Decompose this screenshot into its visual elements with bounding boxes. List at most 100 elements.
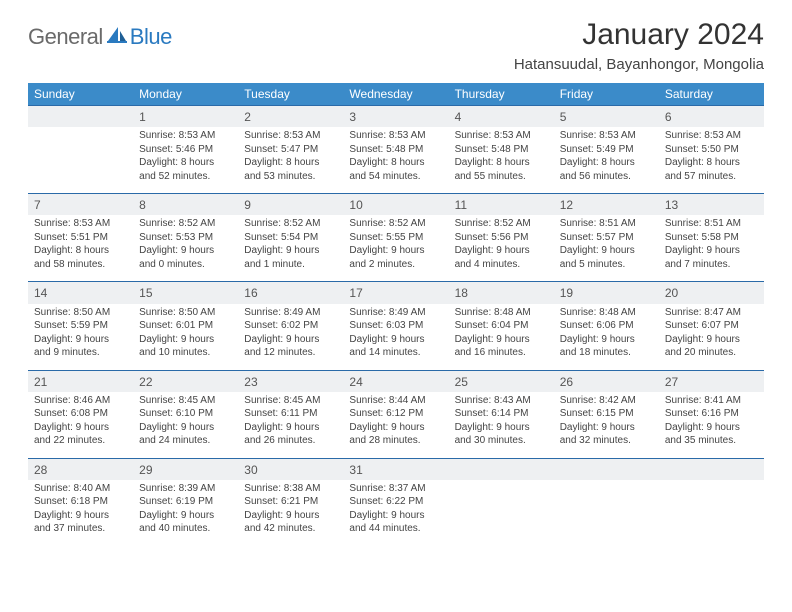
- day-cell: Sunrise: 8:48 AMSunset: 6:06 PMDaylight:…: [554, 304, 659, 371]
- daylight-text-1: Daylight: 9 hours: [34, 333, 127, 347]
- daylight-text-2: and 53 minutes.: [244, 170, 337, 184]
- daylight-text-2: and 10 minutes.: [139, 346, 232, 360]
- sunset-text: Sunset: 5:56 PM: [455, 231, 548, 245]
- daylight-text-1: Daylight: 8 hours: [560, 156, 653, 170]
- brand-sail-icon: [107, 26, 127, 49]
- day-cell: Sunrise: 8:45 AMSunset: 6:11 PMDaylight:…: [238, 392, 343, 459]
- day-number: [659, 458, 764, 480]
- day-cell: Sunrise: 8:39 AMSunset: 6:19 PMDaylight:…: [133, 480, 238, 546]
- day-cell: Sunrise: 8:53 AMSunset: 5:49 PMDaylight:…: [554, 127, 659, 194]
- sunrise-text: Sunrise: 8:43 AM: [455, 394, 548, 408]
- sunset-text: Sunset: 5:49 PM: [560, 143, 653, 157]
- day-number: 20: [659, 282, 764, 304]
- day-cell: Sunrise: 8:53 AMSunset: 5:50 PMDaylight:…: [659, 127, 764, 194]
- weekday-header-row: Sunday Monday Tuesday Wednesday Thursday…: [28, 83, 764, 106]
- col-wednesday: Wednesday: [343, 83, 448, 106]
- daylight-text-1: Daylight: 9 hours: [455, 244, 548, 258]
- day-cell: Sunrise: 8:50 AMSunset: 5:59 PMDaylight:…: [28, 304, 133, 371]
- daylight-text-1: Daylight: 9 hours: [349, 244, 442, 258]
- daylight-text-2: and 1 minute.: [244, 258, 337, 272]
- daylight-text-2: and 57 minutes.: [665, 170, 758, 184]
- sunset-text: Sunset: 6:04 PM: [455, 319, 548, 333]
- day-cell: [554, 480, 659, 546]
- day-number: 23: [238, 370, 343, 392]
- day-number: 7: [28, 194, 133, 216]
- daylight-text-2: and 22 minutes.: [34, 434, 127, 448]
- sunset-text: Sunset: 5:48 PM: [455, 143, 548, 157]
- daylight-text-2: and 28 minutes.: [349, 434, 442, 448]
- daylight-text-1: Daylight: 9 hours: [349, 421, 442, 435]
- col-saturday: Saturday: [659, 83, 764, 106]
- sunset-text: Sunset: 6:02 PM: [244, 319, 337, 333]
- day-number: [554, 458, 659, 480]
- day-cell: Sunrise: 8:45 AMSunset: 6:10 PMDaylight:…: [133, 392, 238, 459]
- daylight-text-2: and 35 minutes.: [665, 434, 758, 448]
- day-number: 22: [133, 370, 238, 392]
- sunrise-text: Sunrise: 8:45 AM: [139, 394, 232, 408]
- col-sunday: Sunday: [28, 83, 133, 106]
- daylight-text-2: and 4 minutes.: [455, 258, 548, 272]
- col-friday: Friday: [554, 83, 659, 106]
- title-block: January 2024 Hatansuudal, Bayanhongor, M…: [514, 18, 764, 73]
- daynum-row: 28293031: [28, 458, 764, 480]
- brand-logo: General Blue: [28, 24, 172, 50]
- day-cell: Sunrise: 8:49 AMSunset: 6:03 PMDaylight:…: [343, 304, 448, 371]
- daylight-text-1: Daylight: 9 hours: [34, 421, 127, 435]
- sunrise-text: Sunrise: 8:52 AM: [139, 217, 232, 231]
- daylight-text-2: and 18 minutes.: [560, 346, 653, 360]
- daylight-text-1: Daylight: 8 hours: [665, 156, 758, 170]
- detail-row: Sunrise: 8:50 AMSunset: 5:59 PMDaylight:…: [28, 304, 764, 371]
- sunrise-text: Sunrise: 8:49 AM: [244, 306, 337, 320]
- sunrise-text: Sunrise: 8:53 AM: [349, 129, 442, 143]
- sunrise-text: Sunrise: 8:38 AM: [244, 482, 337, 496]
- daylight-text-2: and 56 minutes.: [560, 170, 653, 184]
- daylight-text-2: and 32 minutes.: [560, 434, 653, 448]
- sunset-text: Sunset: 5:47 PM: [244, 143, 337, 157]
- daynum-row: 78910111213: [28, 194, 764, 216]
- day-cell: [659, 480, 764, 546]
- day-cell: Sunrise: 8:43 AMSunset: 6:14 PMDaylight:…: [449, 392, 554, 459]
- sunrise-text: Sunrise: 8:48 AM: [560, 306, 653, 320]
- sunset-text: Sunset: 5:55 PM: [349, 231, 442, 245]
- day-number: 8: [133, 194, 238, 216]
- day-cell: Sunrise: 8:46 AMSunset: 6:08 PMDaylight:…: [28, 392, 133, 459]
- day-number: 14: [28, 282, 133, 304]
- daylight-text-2: and 20 minutes.: [665, 346, 758, 360]
- day-number: 24: [343, 370, 448, 392]
- daylight-text-1: Daylight: 9 hours: [665, 244, 758, 258]
- day-number: 27: [659, 370, 764, 392]
- daylight-text-2: and 26 minutes.: [244, 434, 337, 448]
- daylight-text-1: Daylight: 9 hours: [244, 509, 337, 523]
- day-cell: Sunrise: 8:53 AMSunset: 5:46 PMDaylight:…: [133, 127, 238, 194]
- sunset-text: Sunset: 5:54 PM: [244, 231, 337, 245]
- sunset-text: Sunset: 5:48 PM: [349, 143, 442, 157]
- sunset-text: Sunset: 5:50 PM: [665, 143, 758, 157]
- sunset-text: Sunset: 6:07 PM: [665, 319, 758, 333]
- day-cell: Sunrise: 8:40 AMSunset: 6:18 PMDaylight:…: [28, 480, 133, 546]
- sunset-text: Sunset: 6:11 PM: [244, 407, 337, 421]
- daylight-text-2: and 14 minutes.: [349, 346, 442, 360]
- daylight-text-1: Daylight: 8 hours: [455, 156, 548, 170]
- daylight-text-1: Daylight: 8 hours: [244, 156, 337, 170]
- daylight-text-2: and 16 minutes.: [455, 346, 548, 360]
- daynum-row: 21222324252627: [28, 370, 764, 392]
- daylight-text-1: Daylight: 9 hours: [349, 333, 442, 347]
- day-number: 25: [449, 370, 554, 392]
- day-number: 2: [238, 106, 343, 128]
- sunrise-text: Sunrise: 8:44 AM: [349, 394, 442, 408]
- day-number: 3: [343, 106, 448, 128]
- sunrise-text: Sunrise: 8:47 AM: [665, 306, 758, 320]
- sunset-text: Sunset: 5:53 PM: [139, 231, 232, 245]
- daylight-text-1: Daylight: 9 hours: [139, 421, 232, 435]
- sunset-text: Sunset: 6:16 PM: [665, 407, 758, 421]
- daylight-text-2: and 40 minutes.: [139, 522, 232, 536]
- daylight-text-2: and 5 minutes.: [560, 258, 653, 272]
- day-cell: Sunrise: 8:49 AMSunset: 6:02 PMDaylight:…: [238, 304, 343, 371]
- day-cell: [28, 127, 133, 194]
- day-number: 9: [238, 194, 343, 216]
- day-number: 15: [133, 282, 238, 304]
- daylight-text-1: Daylight: 9 hours: [560, 244, 653, 258]
- day-cell: Sunrise: 8:41 AMSunset: 6:16 PMDaylight:…: [659, 392, 764, 459]
- sunset-text: Sunset: 6:22 PM: [349, 495, 442, 509]
- day-number: 12: [554, 194, 659, 216]
